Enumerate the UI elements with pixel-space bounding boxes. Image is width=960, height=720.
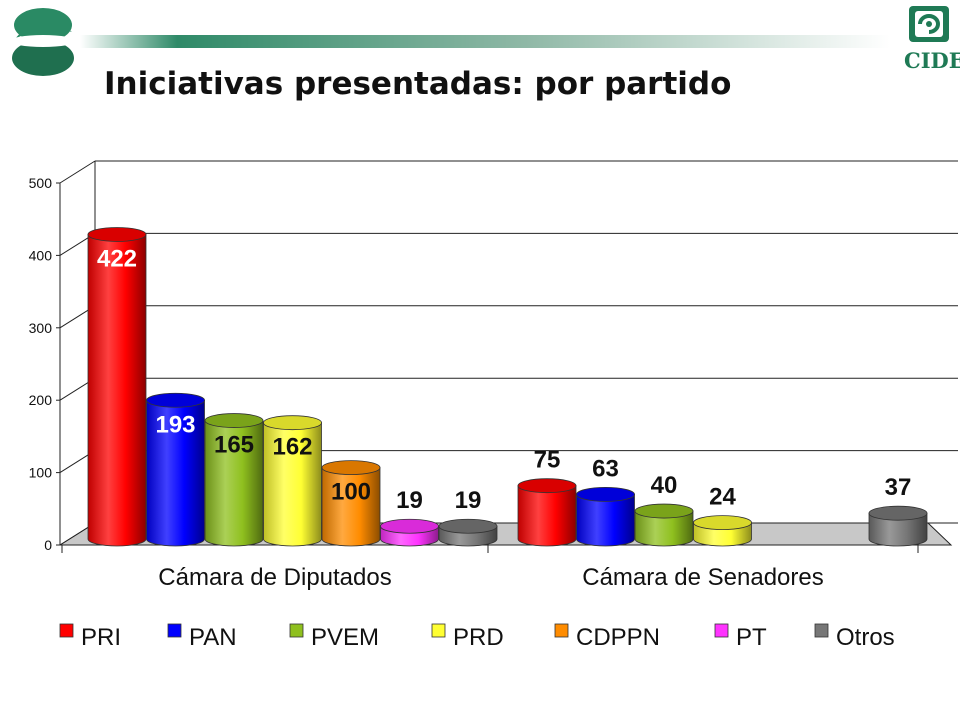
bar-top-otros bbox=[868, 505, 928, 521]
bar-pan bbox=[146, 399, 205, 547]
header-band bbox=[80, 35, 890, 48]
data-label: 75 bbox=[534, 447, 561, 474]
bar-top-otros bbox=[438, 518, 498, 534]
legend-label: PAN bbox=[189, 624, 237, 651]
bar-pvem bbox=[204, 420, 264, 547]
bar-top-pan bbox=[146, 392, 205, 408]
bar-otros bbox=[868, 512, 928, 547]
page-title: Iniciativas presentadas: por partido bbox=[104, 66, 732, 102]
legend-label: CDPPN bbox=[576, 624, 660, 651]
y-tick-label: 400 bbox=[29, 247, 53, 263]
data-label: 19 bbox=[396, 487, 423, 514]
data-label: 100 bbox=[331, 479, 371, 506]
x-category-label: Cámara de Diputados bbox=[158, 564, 391, 591]
legend-swatch-pt bbox=[714, 623, 729, 638]
bar-prd bbox=[263, 422, 322, 547]
x-category-label: Cámara de Senadores bbox=[582, 564, 823, 591]
bar-top-pvem bbox=[204, 413, 264, 428]
bar-pri bbox=[87, 234, 147, 547]
data-label: 37 bbox=[885, 474, 912, 501]
y-tick-label: 300 bbox=[29, 320, 53, 336]
bar-top-pri bbox=[517, 478, 577, 494]
bar-pri bbox=[517, 485, 577, 547]
y-tick-label: 100 bbox=[29, 465, 53, 481]
data-label: 165 bbox=[214, 432, 254, 459]
bar-top-prd bbox=[263, 415, 322, 431]
bar-top-cdppn bbox=[321, 460, 381, 476]
data-label: 422 bbox=[97, 245, 137, 272]
y-tick-label: 0 bbox=[44, 537, 52, 553]
legend-label: Otros bbox=[836, 624, 895, 651]
bar-cdppn bbox=[321, 467, 381, 547]
cide-emblem-left bbox=[10, 8, 76, 76]
bar-top-pt bbox=[380, 518, 439, 534]
data-label: 193 bbox=[155, 411, 195, 438]
data-label: 63 bbox=[592, 455, 619, 482]
legend-swatch-pvem bbox=[289, 623, 304, 638]
cide-logo-text: CIDE bbox=[904, 48, 960, 73]
data-label: 24 bbox=[709, 484, 736, 511]
legend-swatch-pri bbox=[59, 623, 74, 638]
data-label: 162 bbox=[272, 434, 312, 461]
cide-logo-icon bbox=[909, 6, 949, 42]
bar-top-pri bbox=[87, 227, 147, 242]
slide-header bbox=[10, 6, 949, 76]
legend-label: PT bbox=[736, 624, 767, 651]
data-label: 19 bbox=[455, 487, 482, 514]
legend-swatch-cdppn bbox=[554, 623, 569, 638]
data-label: 40 bbox=[651, 472, 678, 499]
legend-label: PRI bbox=[81, 624, 121, 651]
y-tick-label: 200 bbox=[29, 392, 53, 408]
bar-pan bbox=[576, 493, 635, 547]
legend-swatch-pan bbox=[167, 623, 182, 638]
legend-label: PVEM bbox=[311, 624, 379, 651]
bar-top-pvem bbox=[634, 503, 694, 519]
bar-top-pan bbox=[576, 486, 635, 502]
bar-top-prd bbox=[693, 515, 752, 531]
bar-pvem bbox=[634, 510, 694, 547]
gridline-diagonal bbox=[59, 160, 96, 184]
legend-swatch-prd bbox=[431, 623, 446, 638]
legend-label: PRD bbox=[453, 624, 504, 651]
legend-swatch-otros bbox=[814, 623, 829, 638]
y-tick-label: 500 bbox=[29, 175, 53, 191]
